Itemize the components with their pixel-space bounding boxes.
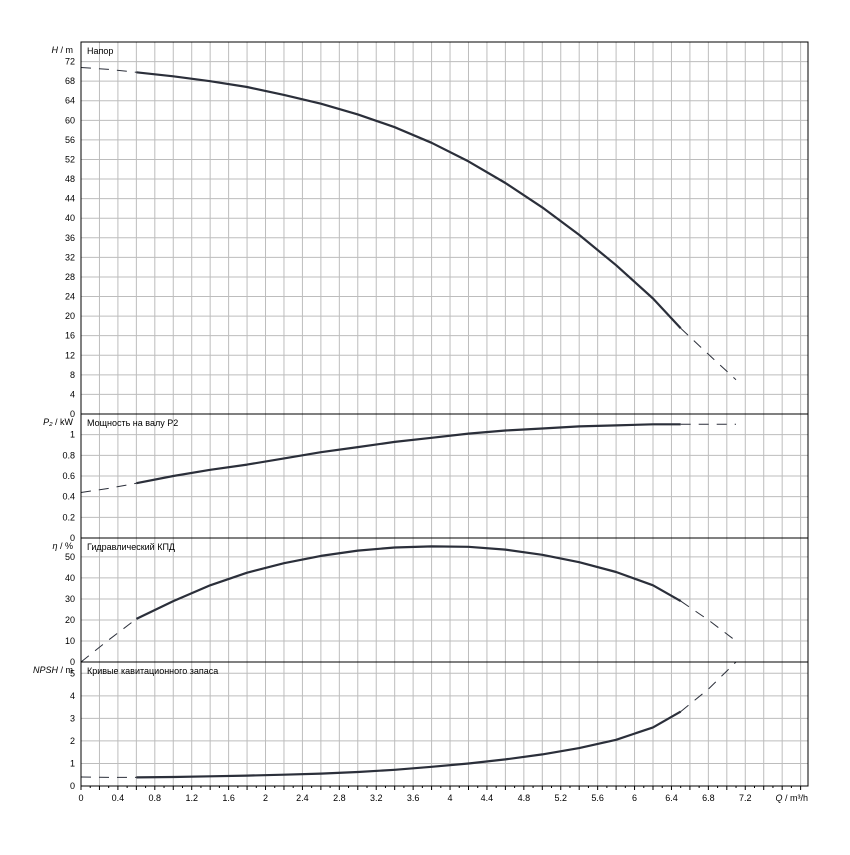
- y-tick-label: 0.2: [62, 512, 75, 522]
- y-tick-label: 32: [65, 252, 75, 262]
- y-tick-label: 0: [70, 781, 75, 791]
- y-axis-label: P₂ / kW: [43, 417, 73, 427]
- y-axis-variable: NPSH: [33, 665, 59, 675]
- y-tick-label: 44: [65, 194, 75, 204]
- y-axis-unit: / m: [58, 665, 73, 675]
- y-tick-label: 1: [70, 758, 75, 768]
- x-tick-label: 0: [78, 793, 83, 803]
- y-axis-unit: / kW: [53, 417, 74, 427]
- y-axis-unit: / %: [57, 541, 73, 551]
- x-tick-label: 6.8: [702, 793, 715, 803]
- y-tick-label: 68: [65, 76, 75, 86]
- y-tick-label: 10: [65, 636, 75, 646]
- y-axis-unit: / m: [58, 45, 73, 55]
- x-tick-label: 5.6: [591, 793, 604, 803]
- y-tick-label: 20: [65, 615, 75, 625]
- y-tick-label: 50: [65, 552, 75, 562]
- x-axis-variable: Q: [775, 793, 782, 803]
- y-tick-label: 24: [65, 292, 75, 302]
- y-tick-label: 4: [70, 691, 75, 701]
- x-tick-label: 7.2: [739, 793, 752, 803]
- y-tick-label: 64: [65, 96, 75, 106]
- x-tick-label: 1.2: [185, 793, 198, 803]
- y-tick-label: 4: [70, 389, 75, 399]
- x-tick-label: 6.4: [665, 793, 678, 803]
- curve-operating-range: [136, 424, 680, 483]
- y-tick-label: 3: [70, 713, 75, 723]
- y-tick-label: 48: [65, 174, 75, 184]
- panel-title: Напор: [87, 46, 113, 56]
- y-tick-label: 20: [65, 311, 75, 321]
- panel-frame: [81, 662, 808, 786]
- x-tick-label: 3.2: [370, 793, 383, 803]
- y-tick-label: 72: [65, 57, 75, 67]
- x-tick-label: 0.8: [149, 793, 162, 803]
- y-tick-label: 56: [65, 135, 75, 145]
- y-tick-label: 40: [65, 573, 75, 583]
- y-tick-label: 16: [65, 331, 75, 341]
- y-tick-label: 0.6: [62, 471, 75, 481]
- x-axis-unit: / m³/h: [782, 793, 808, 803]
- panel-frame: [81, 42, 808, 414]
- y-tick-label: 30: [65, 594, 75, 604]
- curve-operating-range: [136, 72, 680, 328]
- panel-title: Гидравлический КПД: [87, 542, 175, 552]
- y-tick-label: 0.4: [62, 492, 75, 502]
- panel-title: Кривые кавитационного запаса: [87, 666, 218, 676]
- x-tick-label: 0.4: [112, 793, 125, 803]
- x-tick-label: 2.8: [333, 793, 346, 803]
- x-tick-label: 4.4: [481, 793, 494, 803]
- x-tick-label: 3.6: [407, 793, 420, 803]
- y-tick-label: 36: [65, 233, 75, 243]
- x-tick-label: 5.2: [554, 793, 567, 803]
- y-tick-label: 40: [65, 213, 75, 223]
- y-tick-label: 12: [65, 350, 75, 360]
- y-tick-label: 2: [70, 736, 75, 746]
- x-tick-label: 6: [632, 793, 637, 803]
- y-tick-label: 28: [65, 272, 75, 282]
- y-tick-label: 0.8: [62, 450, 75, 460]
- curve-extension-low: [81, 68, 136, 73]
- y-tick-label: 52: [65, 154, 75, 164]
- y-tick-label: 1: [70, 430, 75, 440]
- y-tick-label: 60: [65, 115, 75, 125]
- curve-operating-range: [136, 712, 680, 778]
- curve-extension-low: [81, 483, 136, 492]
- x-tick-label: 1.6: [222, 793, 235, 803]
- y-axis-label: NPSH / m: [33, 665, 73, 675]
- y-tick-label: 8: [70, 370, 75, 380]
- y-axis-label: η / %: [52, 541, 73, 551]
- x-axis-label: Q / m³/h: [775, 793, 808, 803]
- x-tick-label: 4: [448, 793, 453, 803]
- x-tick-label: 4.8: [518, 793, 531, 803]
- panel-title: Мощность на валу P2: [87, 418, 178, 428]
- x-tick-label: 2: [263, 793, 268, 803]
- curve-extension-low: [81, 619, 136, 662]
- y-axis-label: H / m: [52, 45, 74, 55]
- x-tick-label: 2.4: [296, 793, 309, 803]
